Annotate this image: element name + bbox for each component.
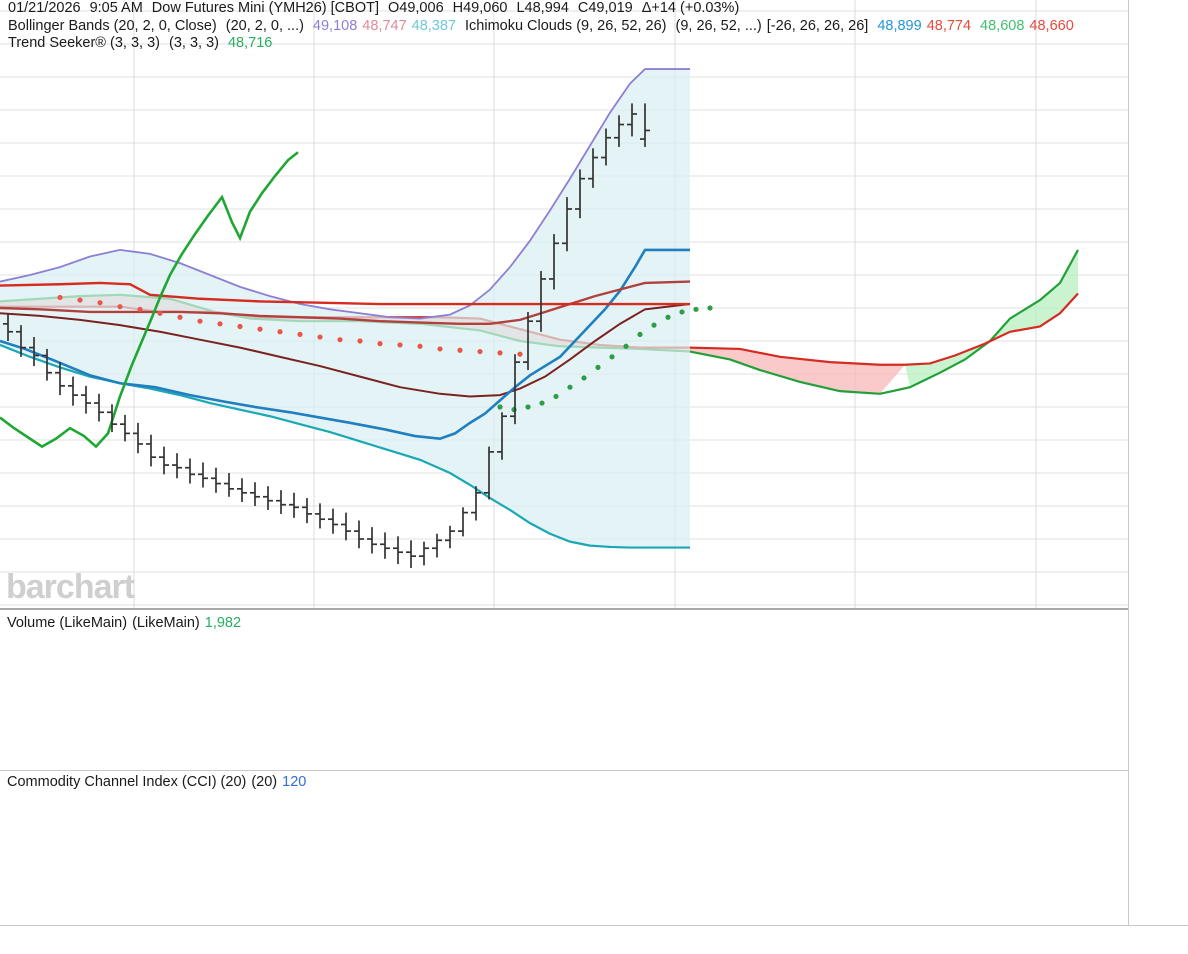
- parabolic-sar-dot-up: [553, 393, 559, 400]
- bollinger-band-fill: [0, 69, 690, 548]
- volume-panel-legend: Volume (LikeMain) (LikeMain) 1,982: [7, 615, 241, 631]
- parabolic-sar-dot-up: [581, 375, 587, 381]
- volume-chart-svg: [0, 612, 1128, 770]
- parabolic-sar-dot-up: [651, 322, 657, 328]
- parabolic-sar-dot: [137, 306, 143, 312]
- volume-panel[interactable]: Volume (LikeMain) (LikeMain) 1,982: [0, 612, 1128, 770]
- parabolic-sar-dot: [417, 343, 423, 349]
- parabolic-sar-dot-up: [525, 404, 531, 410]
- parabolic-sar-dot: [297, 331, 303, 337]
- parabolic-sar-dot: [437, 346, 443, 352]
- panel-divider-price-volume: [0, 608, 1128, 610]
- parabolic-sar-dot: [217, 321, 223, 327]
- ohlc-bar-group[interactable]: [3, 103, 650, 569]
- parabolic-sar-dot-up: [623, 343, 629, 349]
- parabolic-sar-dot-up: [539, 400, 545, 406]
- parabolic-sar-dot: [337, 337, 343, 343]
- parabolic-sar-dot: [117, 304, 123, 310]
- cci-plot-area[interactable]: [0, 772, 1128, 925]
- parabolic-sar-dot-up: [707, 305, 713, 311]
- volume-label[interactable]: Volume (LikeMain): [7, 615, 128, 631]
- parabolic-sar-dot: [377, 341, 383, 347]
- parabolic-sar-dot: [97, 300, 103, 306]
- parabolic-sar-dot: [357, 338, 363, 344]
- volume-plot-area[interactable]: [0, 612, 1128, 770]
- parabolic-sar-dot: [517, 351, 523, 357]
- price-chart-panel[interactable]: barchart: [0, 0, 1128, 610]
- parabolic-sar-dot: [477, 348, 483, 355]
- parabolic-sar-dot: [157, 310, 163, 316]
- volume-params: (LikeMain): [132, 615, 200, 631]
- ichimoku-kijun-line: [0, 280, 691, 326]
- parabolic-sar-dot: [197, 318, 203, 324]
- parabolic-sar-dot: [277, 329, 283, 335]
- price-chart-svg: [0, 0, 1128, 610]
- barchart-watermark: barchart: [6, 568, 135, 606]
- parabolic-sar-dot-up: [665, 314, 671, 320]
- cci-label[interactable]: Commodity Channel Index (CCI) (20): [7, 774, 247, 790]
- bollinger-middle-band: [0, 303, 691, 398]
- parabolic-sar-dot: [317, 334, 323, 340]
- volume-value: 1,982: [204, 615, 242, 631]
- parabolic-sar-dot: [257, 326, 263, 332]
- parabolic-sar-dot: [177, 314, 183, 320]
- cci-panel-legend: Commodity Channel Index (CCI) (20) (20) 12…: [7, 774, 306, 790]
- bollinger-upper-band: [0, 68, 690, 320]
- parabolic-sar-dot-up: [497, 404, 503, 410]
- parabolic-sar-dot: [77, 297, 83, 303]
- parabolic-sar-dot: [497, 350, 503, 356]
- parabolic-sar-dot: [457, 347, 463, 353]
- parabolic-sar-dot-up: [693, 306, 699, 312]
- parabolic-sar-dot-up: [595, 364, 601, 370]
- cci-chart-svg: [0, 772, 1128, 925]
- price-axis[interactable]: [1128, 0, 1188, 925]
- parabolic-sar-dot-up: [679, 309, 685, 315]
- time-axis[interactable]: [0, 925, 1188, 954]
- panel-divider-volume-cci: [0, 770, 1128, 771]
- trend-seeker-line: [0, 151, 299, 449]
- parabolic-sar-dot-up: [609, 354, 615, 360]
- parabolic-sar-dot-up: [637, 331, 643, 337]
- parabolic-sar-dot-up: [567, 384, 573, 390]
- price-plot-area[interactable]: [0, 0, 1128, 610]
- ichimoku-senkou-upper-left: [0, 281, 690, 306]
- ichimoku-cloud-bullish: [905, 249, 1078, 388]
- cci-value: 120: [282, 774, 307, 790]
- parabolic-sar-dot: [237, 323, 243, 330]
- ichimoku-tenkan-line: [0, 248, 690, 441]
- parabolic-sar-dot: [397, 342, 403, 348]
- parabolic-sar-dot: [57, 294, 63, 301]
- cci-panel[interactable]: Commodity Channel Index (CCI) (20) (20) 12…: [0, 772, 1128, 925]
- cci-params: (20): [251, 774, 278, 790]
